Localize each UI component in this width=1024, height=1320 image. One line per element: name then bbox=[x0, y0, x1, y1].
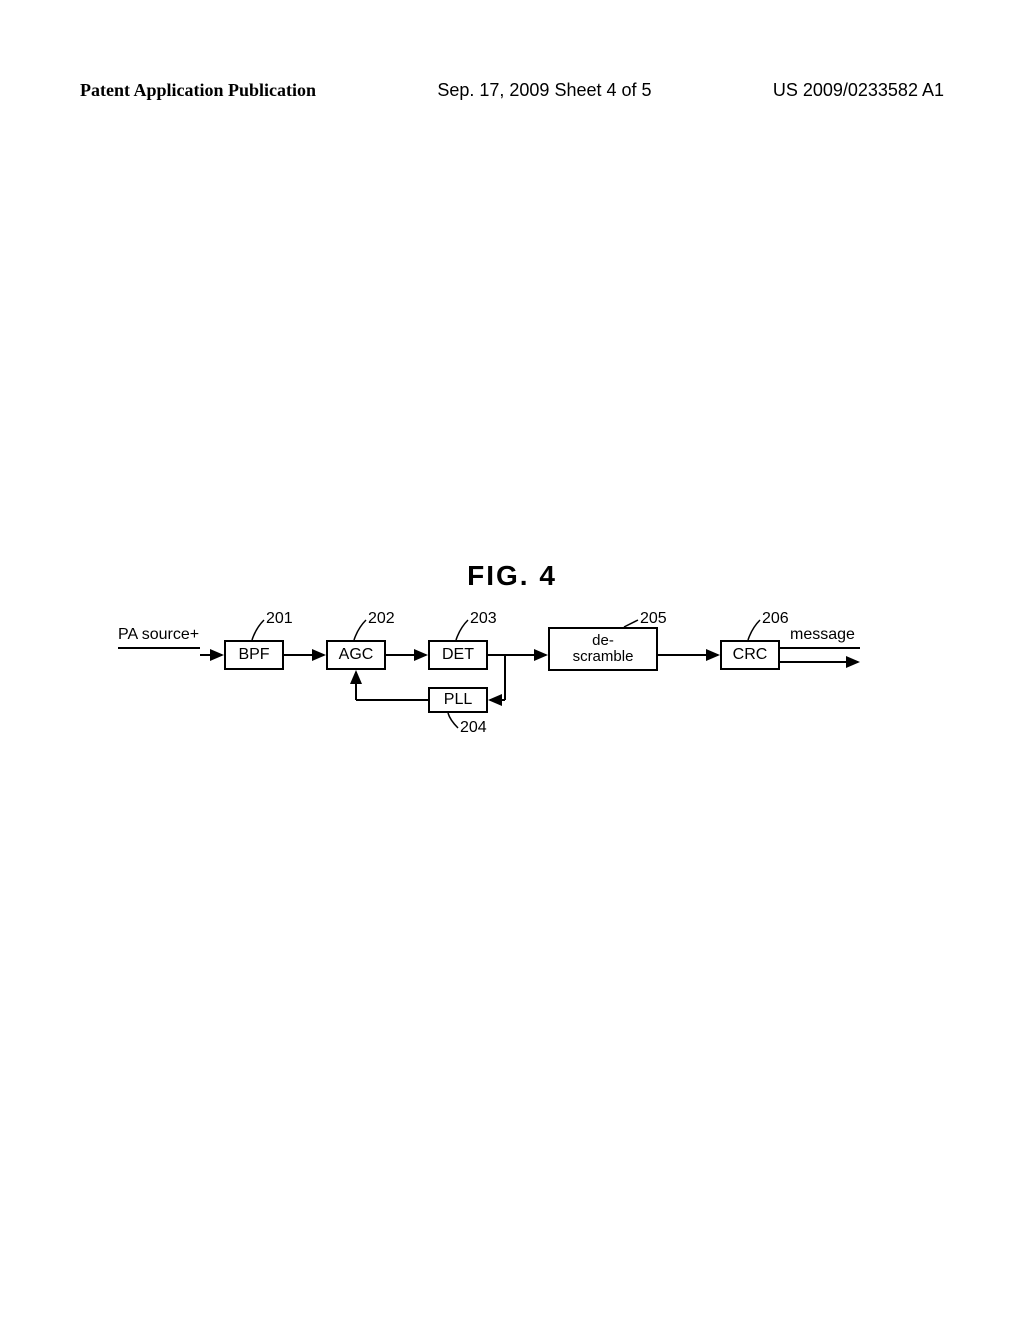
diagram-wires bbox=[0, 0, 1024, 1320]
